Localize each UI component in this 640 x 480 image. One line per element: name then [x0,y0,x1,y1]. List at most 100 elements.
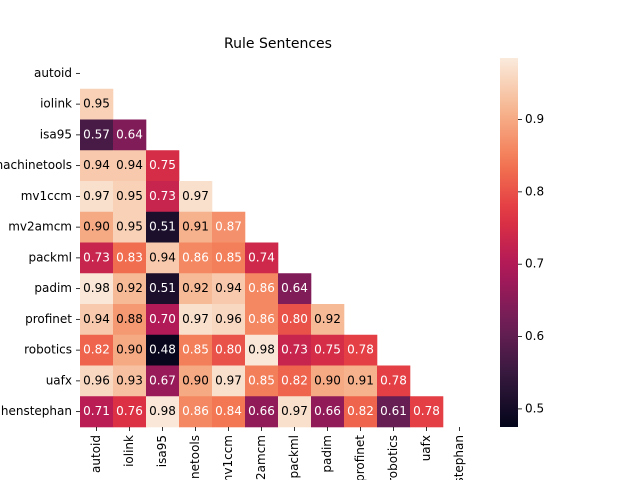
cell-label: 0.86 [182,250,209,264]
cell-label: 0.98 [248,343,275,357]
cell-label: 0.83 [116,250,143,264]
heatmap-cell [80,304,114,336]
heatmap-cell [113,181,147,213]
y-tick-label: autoid [34,66,72,80]
heatmap-cell [146,181,180,213]
heatmap-cell [245,334,279,366]
heatmap-cell [80,119,114,151]
cell-label: 0.84 [215,404,242,418]
heatmap-cell [113,304,147,336]
cell-label: 0.48 [149,343,176,357]
heatmap-cell [278,396,312,428]
cell-label: 0.70 [149,312,176,326]
heatmap-cell [146,365,180,397]
cell-label: 0.90 [314,373,341,387]
heatmap-cell [278,365,312,397]
cell-label: 0.94 [215,281,242,295]
cell-label: 0.96 [83,373,110,387]
cell-label: 0.51 [149,220,176,234]
heatmap-cell [311,396,345,428]
cell-label: 0.91 [182,220,209,234]
x-tick-label: uafx [419,435,433,461]
heatmap-cell [179,211,213,243]
cell-label: 0.78 [380,373,407,387]
heatmap-cell [377,396,411,428]
cell-label: 0.64 [116,127,143,141]
colorbar-tick-label: 0.9 [525,112,544,126]
heatmap-cell [146,273,180,305]
x-tick-label: profinet [353,435,367,480]
y-tick-label: packml [28,250,72,264]
heatmap-cell [179,304,213,336]
cell-label: 0.75 [314,343,341,357]
cell-label: 0.93 [116,373,143,387]
cell-label: 0.97 [182,189,209,203]
cell-label: 0.82 [281,373,308,387]
heatmap-cell [245,273,279,305]
cell-label: 0.67 [149,373,176,387]
heatmap-cell [113,334,147,366]
y-tick-label: profinet [25,312,72,326]
cell-label: 0.74 [248,250,275,264]
cell-label: 0.61 [380,404,407,418]
heatmap-cell [278,273,312,305]
x-tick-label: mv2amcm [254,435,268,480]
cell-label: 0.78 [413,404,440,418]
heatmap-cell [113,242,147,274]
heatmap-cell [410,396,444,428]
cell-label: 0.95 [83,97,110,111]
cell-label: 0.71 [83,404,110,418]
cell-label: 0.97 [281,404,308,418]
heatmap-cell [377,365,411,397]
cell-label: 0.57 [83,127,110,141]
cell-label: 0.97 [182,312,209,326]
heatmap-cell [278,304,312,336]
x-tick-label: packml [287,435,301,479]
heatmap-cell [245,242,279,274]
cell-label: 0.98 [83,281,110,295]
heatmap-cell [146,304,180,336]
cell-label: 0.95 [116,189,143,203]
heatmap-cell [179,396,213,428]
y-tick-label: isa95 [40,127,72,141]
heatmap-cell [113,396,147,428]
cell-label: 0.92 [182,281,209,295]
cell-label: 0.73 [83,250,110,264]
cell-label: 0.76 [116,404,143,418]
x-tick-label: machinetools [188,435,202,480]
heatmap-cell [80,396,114,428]
heatmap-cell [113,273,147,305]
x-tick-label: autoid [89,435,103,473]
heatmap-cell [179,273,213,305]
cell-label: 0.90 [116,343,143,357]
heatmap-cell [146,334,180,366]
cell-label: 0.82 [83,343,110,357]
heatmap-cell [212,334,246,366]
cell-label: 0.98 [149,404,176,418]
cell-label: 0.75 [149,158,176,172]
cell-label: 0.95 [116,220,143,234]
heatmap-cell [311,304,345,336]
colorbar [500,58,518,427]
y-tick-label: uafx [46,373,72,387]
heatmap-cell [311,365,345,397]
heatmap-cell [212,242,246,274]
cell-label: 0.90 [182,373,209,387]
y-tick-label: iolink [40,97,72,111]
heatmap-cell [80,150,114,182]
y-tick-label: weihenstephan [0,404,72,418]
cell-label: 0.64 [281,281,308,295]
heatmap-cell [212,365,246,397]
cell-label: 0.85 [182,343,209,357]
heatmap-cell [212,211,246,243]
heatmap-cell [113,365,147,397]
heatmap-cell [113,119,147,151]
cell-label: 0.86 [248,312,275,326]
colorbar-tick-label: 0.7 [525,257,544,271]
cell-label: 0.86 [248,281,275,295]
heatmap-cell [344,396,378,428]
cell-label: 0.80 [281,312,308,326]
heatmap-cell [80,88,114,120]
heatmap-cell [113,211,147,243]
